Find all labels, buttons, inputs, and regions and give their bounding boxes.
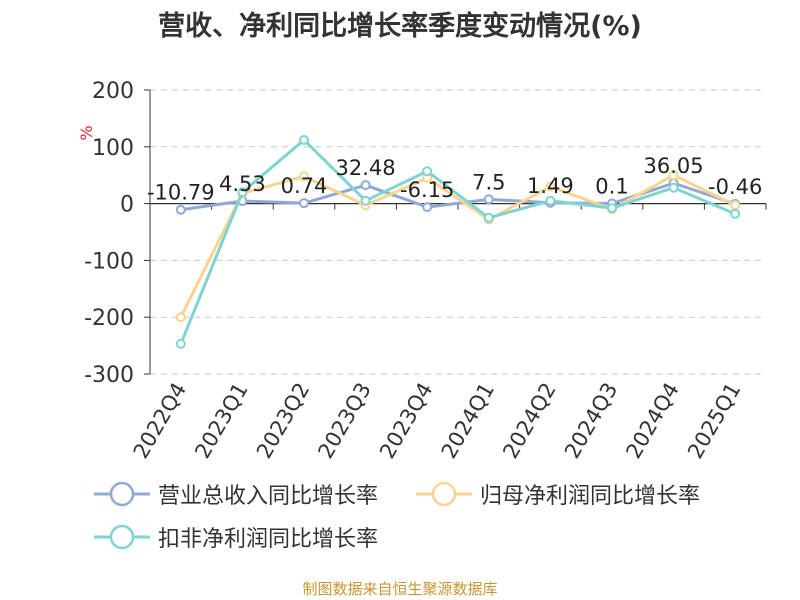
x-tick-label: 2023Q3: [313, 379, 375, 463]
data-point-1: [299, 171, 309, 182]
x-tick-label: 2023Q4: [375, 379, 437, 463]
data-point-0: [483, 194, 494, 205]
x-tick-label: 2022Q4: [129, 379, 191, 463]
y-tick-label: 200: [92, 79, 134, 104]
legend-label-net-profit: 归母净利润同比增长率: [480, 484, 701, 509]
legend-marker-net-profit: [416, 481, 472, 507]
data-point-0: [422, 202, 433, 213]
data-label: 7.5: [472, 170, 505, 194]
x-tick-label: 2023Q1: [190, 379, 252, 463]
data-point-0: [360, 180, 371, 191]
data-point-2: [422, 166, 433, 177]
y-tick-label: -100: [84, 249, 134, 274]
legend-marker-revenue: [94, 481, 150, 507]
chart-title: 营收、净利同比增长率季度变动情况(%): [158, 11, 642, 42]
y-tick-label: 100: [92, 136, 134, 161]
series-line-1: [179, 173, 736, 318]
data-point-2: [237, 187, 248, 198]
data-point-2: [299, 134, 309, 145]
data-labels: -10.79 4.53 0.74 32.48-6.15 7.5 1.49 0.1 36.05-…: [147, 154, 762, 205]
data-label: -6.15: [400, 178, 454, 202]
grid-lines: [150, 89, 766, 375]
data-point-2: [607, 203, 617, 214]
legend-marker-deducted-profit: [94, 524, 150, 550]
data-point-1: [175, 312, 186, 323]
data-label: 36.05: [644, 154, 704, 178]
y-tick-label: -200: [84, 306, 134, 331]
x-tick-label: 2024Q1: [437, 379, 499, 463]
data-label: 0.74: [281, 174, 328, 198]
y-axis-label: %: [77, 125, 96, 140]
data-label: 4.53: [219, 172, 266, 196]
data-point-0: [175, 204, 186, 215]
data-point-2: [360, 195, 371, 206]
data-label: -0.46: [708, 175, 762, 199]
x-tick-label: 2025Q1: [683, 379, 745, 463]
data-point-1: [730, 200, 741, 211]
series-lines: [175, 134, 741, 349]
legend-item-deducted-profit[interactable]: 扣非净利润同比增长率: [92, 521, 378, 553]
x-tick-label: 2024Q3: [560, 379, 622, 463]
data-label: -10.79: [147, 181, 215, 205]
series-line-2: [179, 138, 736, 345]
source-note: 制图数据来自恒生聚源数据库: [302, 580, 498, 598]
x-tick-label: 2024Q2: [498, 379, 560, 463]
data-point-2: [730, 208, 741, 219]
x-tick-label: 2024Q4: [621, 379, 683, 463]
data-label: 1.49: [527, 174, 574, 198]
x-tick-label: 2023Q2: [252, 379, 314, 463]
data-point-1: [668, 170, 679, 181]
data-point-2: [545, 195, 556, 206]
y-tick-label: 0: [120, 193, 134, 218]
data-point-2: [668, 182, 679, 193]
data-point-0: [299, 198, 309, 209]
legend-label-revenue: 营业总收入同比增长率: [158, 484, 379, 509]
data-label: 32.48: [336, 156, 396, 180]
data-point-2: [483, 212, 494, 223]
data-point-2: [175, 338, 186, 349]
data-point-1: [545, 181, 556, 192]
data-label: 0.1: [595, 175, 628, 199]
legend-item-revenue[interactable]: 营业总收入同比增长率: [92, 478, 378, 510]
legend-item-net-profit[interactable]: 归母净利润同比增长率: [414, 478, 700, 510]
y-tick-label: -300: [84, 363, 134, 388]
legend-label-deducted-profit: 扣非净利润同比增长率: [158, 527, 379, 552]
